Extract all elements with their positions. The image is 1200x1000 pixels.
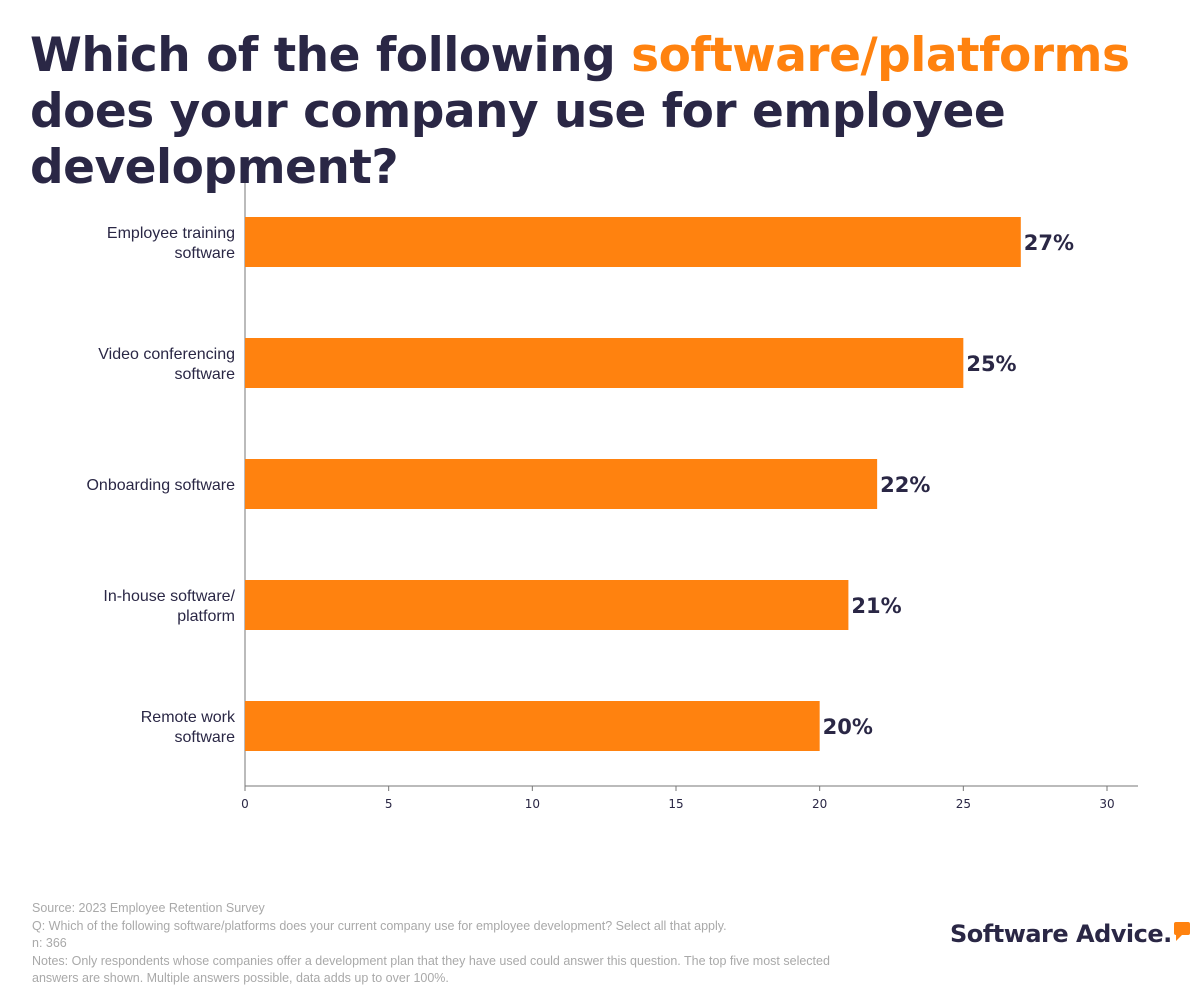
question-text: Q: Which of the following software/platf… <box>32 918 727 933</box>
bar <box>245 701 820 751</box>
bar <box>245 580 849 630</box>
speech-bubble-icon <box>1173 922 1190 941</box>
x-tick-label: 0 <box>241 797 249 811</box>
bar <box>245 217 1021 267</box>
chart-title: Which of the following software/platform… <box>30 28 1180 196</box>
logo-text: Software Advice. <box>950 920 1172 948</box>
data-label: 25% <box>966 352 1016 376</box>
data-label: 20% <box>823 715 873 739</box>
data-label: 22% <box>880 473 930 497</box>
bar <box>245 459 878 509</box>
data-label: 27% <box>1024 231 1074 255</box>
x-tick-label: 25 <box>956 797 971 811</box>
software-advice-logo: Software Advice. <box>950 920 1190 948</box>
bar-chart: 0 5 10 15 20 25 30 27% Employee training software… <box>86 183 1138 811</box>
notes-text: Notes: Only respondents whose companies … <box>32 953 830 986</box>
x-tick-label: 10 <box>525 797 540 811</box>
category-label: Video conferencing software <box>98 346 235 383</box>
x-tick-label: 20 <box>812 797 827 811</box>
category-label: In-house software/platform <box>103 588 235 625</box>
footer-notes: Source: 2023 Employee Retention Survey Q… <box>32 900 862 988</box>
x-tick-label: 5 <box>385 797 393 811</box>
title-part: does your company use for employee devel… <box>30 84 1006 195</box>
category-label: Remote work software <box>141 709 236 746</box>
bar <box>245 338 964 388</box>
x-tick-label: 30 <box>1099 797 1114 811</box>
category-label: Onboarding software <box>86 477 235 494</box>
category-label: Employee training software <box>107 225 235 262</box>
title-part: Which of the following <box>30 28 632 83</box>
data-label: 21% <box>851 594 901 618</box>
title-highlight: software/platforms <box>631 28 1130 83</box>
x-tick-label: 15 <box>668 797 683 811</box>
sample-size: n: 366 <box>32 936 67 950</box>
source-text: Source: 2023 Employee Retention Survey <box>32 901 265 915</box>
